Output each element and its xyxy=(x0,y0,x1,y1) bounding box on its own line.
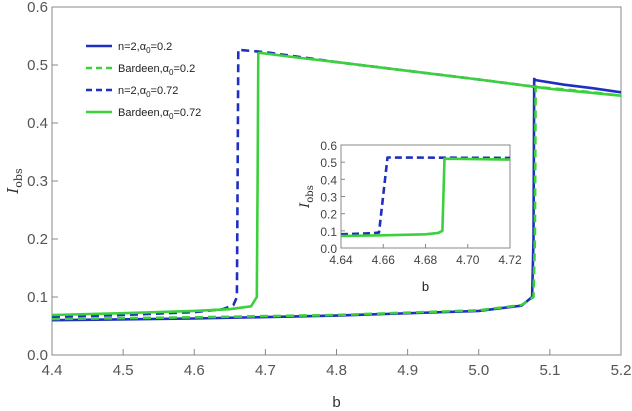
y-tick-label: 0.3 xyxy=(27,173,48,190)
legend-label-tail: =0.72 xyxy=(173,107,201,119)
x-tick-label: 5.2 xyxy=(611,362,632,379)
x-tick-label: 5.0 xyxy=(468,362,489,379)
x-tick-label: 4.9 xyxy=(397,362,418,379)
inset-y-axis-title-main: I xyxy=(298,202,313,209)
inset-y-tick-label: 0.4 xyxy=(320,173,337,187)
x-axis-title: b xyxy=(332,394,340,411)
y-tick-label: 0.5 xyxy=(27,57,48,74)
legend-label-main: Bardeen,α xyxy=(118,63,170,75)
x-tick-label: 4.6 xyxy=(184,362,205,379)
inset-x-tick-label: 4.68 xyxy=(414,253,438,267)
inset-x-tick-label: 4.64 xyxy=(329,253,353,267)
inset-plot: 4.64 4.66 4.68 4.70 4.72 0.0 0.1 0.2 0.3 0.4 0.5 0.… xyxy=(298,139,522,294)
y-axis-title-main: I xyxy=(4,187,22,195)
inset-y-axis-title-sub: obs xyxy=(305,185,316,203)
inset-y-axis-title: Iobs xyxy=(298,185,316,209)
inset-series-line-2 xyxy=(340,157,511,238)
x-tick-label: 4.5 xyxy=(113,362,134,379)
legend-label-tail: =0.72 xyxy=(151,85,179,97)
y-tick-label: 0.1 xyxy=(27,289,48,306)
y-axis-title-sub: obs xyxy=(12,168,25,188)
plot-frame xyxy=(51,6,622,356)
main-plot: 4.4 4.5 4.6 4.7 4.8 4.9 5.0 5.1 5.2 0.0 0.1 0.2 0.3 0… xyxy=(4,0,631,411)
y-tick-label: 0.2 xyxy=(27,231,48,248)
inset-y-tick-label: 0.6 xyxy=(320,139,337,153)
inset-y-tick-label: 0.0 xyxy=(320,242,337,256)
legend-label-tail: =0.2 xyxy=(173,63,195,75)
legend-label-1: n=2,α0=0.2 xyxy=(118,41,172,55)
legend-label-sub: 0 xyxy=(146,46,151,55)
y-tick-label: 0.0 xyxy=(27,347,48,364)
legend-label-main: n=2,α xyxy=(118,41,147,53)
legend-label-tail: =0.2 xyxy=(151,41,173,53)
inset-x-tick-label: 4.70 xyxy=(456,253,480,267)
inset-x-axis-title: b xyxy=(422,279,429,294)
legend-label-sub: 0 xyxy=(169,112,174,121)
inset-series-line-1 xyxy=(340,156,511,236)
legend-label-3: n=2,α0=0.72 xyxy=(118,85,178,99)
legend-label-2: Bardeen,α0=0.2 xyxy=(118,63,195,77)
inset-x-tick-label: 4.72 xyxy=(498,253,522,267)
legend: n=2,α0=0.2Bardeen,α0=0.2n=2,α0=0.72Barde… xyxy=(86,41,201,121)
x-tick-label: 4.8 xyxy=(326,362,347,379)
inset-y-tick-label: 0.3 xyxy=(320,191,337,205)
legend-label-sub: 0 xyxy=(146,90,151,99)
legend-label-sub: 0 xyxy=(169,68,174,77)
legend-label-main: n=2,α xyxy=(118,85,147,97)
inset-x-tick-label: 4.66 xyxy=(372,253,396,267)
inset-y-tick-label: 0.1 xyxy=(320,225,337,239)
inset-y-tick-label: 0.5 xyxy=(320,156,337,170)
y-tick-label: 0.6 xyxy=(27,0,48,16)
y-tick-label: 0.4 xyxy=(27,115,48,132)
x-tick-label: 5.1 xyxy=(539,362,560,379)
x-tick-label: 4.7 xyxy=(255,362,276,379)
inset-y-tick-label: 0.2 xyxy=(320,208,337,222)
series-line-4 xyxy=(51,51,622,317)
y-axis-title: Iobs xyxy=(4,168,25,195)
legend-label-main: Bardeen,α xyxy=(118,107,170,119)
legend-label-4: Bardeen,α0=0.72 xyxy=(118,107,201,121)
x-tick-label: 4.4 xyxy=(42,362,63,379)
